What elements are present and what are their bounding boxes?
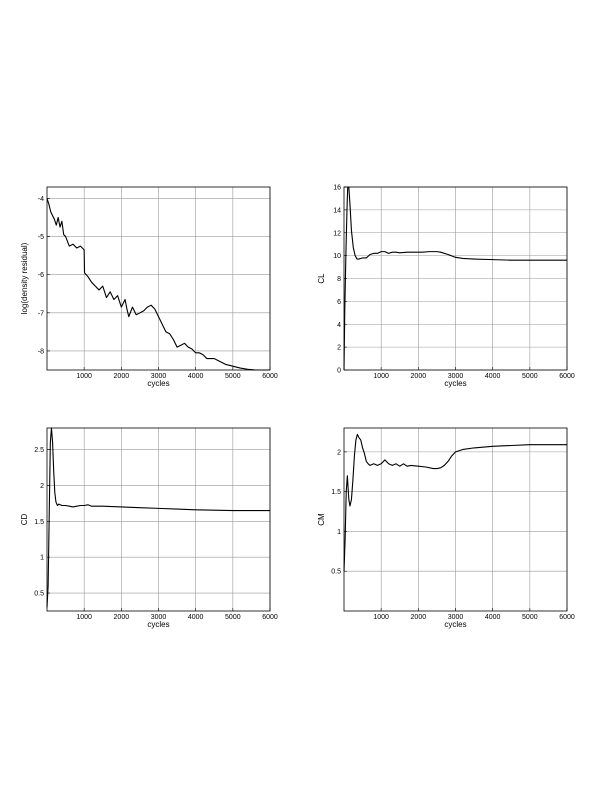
cm-x-tick-label: 3000 [448,614,464,621]
cm-x-tick-label: 1000 [373,614,389,621]
residual-x-tick-label: 3000 [151,373,167,380]
cl-x-tick-label: 3000 [448,373,464,380]
residual-plot-frame [46,186,271,371]
cl-x-tick-label: 6000 [559,373,575,380]
cm-x-axis-title: cycles [444,620,466,629]
cm-y-tick-label: 1.5 [331,489,341,496]
residual-chart: 1000 2000 3000 4000 5000 6000 -8 -7 -6 -5 -4 cycles… [20,186,278,388]
cd-x-tick-label: 2000 [114,614,130,621]
residual-x-tick-label: 5000 [225,373,241,380]
cl-series-line [343,186,567,371]
cl-x-tick-label: 1000 [373,373,389,380]
cl-y-tick-label: 16 [333,185,341,192]
cd-series-line [46,427,270,608]
cm-y-tick-label: 1 [337,529,341,536]
cd-x-tick-label: 3000 [151,614,167,621]
cd-x-tick-label: 6000 [262,614,278,621]
residual-x-tick-label: 6000 [262,373,278,380]
cd-x-axis-title: cycles [147,620,169,629]
cl-y-tick-label: 8 [337,276,341,283]
cd-y-tick-label: 2.5 [34,447,44,454]
cm-y-tick-label: 0.5 [331,569,341,576]
cl-chart: 1000 2000 3000 4000 5000 6000 0 2 4 6 8 10 12 14 16 cyc… [317,185,575,389]
cl-y-axis-title: CL [317,273,326,284]
cl-y-tick-label: 2 [337,345,341,352]
residual-y-axis-title: log(density residual) [20,242,29,314]
cl-x-axis-title: cycles [444,379,466,388]
cl-y-tick-label: 14 [333,207,341,214]
cl-x-tick-label: 5000 [522,373,538,380]
residual-y-tick-label: -4 [38,196,44,203]
cm-x-tick-label: 4000 [485,614,501,621]
cl-x-tick-label: 2000 [411,373,427,380]
cm-y-tick-label: 2 [337,449,341,456]
cd-y-tick-label: 0.5 [34,591,44,598]
cl-y-tick-label: 10 [333,253,341,260]
residual-x-tick-label: 1000 [76,373,92,380]
cm-x-tick-label: 6000 [559,614,575,621]
cl-y-tick-label: 0 [337,368,341,375]
residual-x-tick-label: 4000 [188,373,204,380]
residual-x-tick-label: 2000 [114,373,130,380]
cd-plot-frame [46,427,271,612]
cd-x-tick-label: 5000 [225,614,241,621]
residual-x-axis-title: cycles [147,379,169,388]
residual-y-tick-label: -7 [38,310,44,317]
cd-y-axis-title: CD [20,514,29,526]
cd-x-tick-label: 1000 [76,614,92,621]
cm-x-tick-label: 2000 [411,614,427,621]
cl-y-tick-label: 6 [337,299,341,306]
cl-plot-frame [343,186,568,371]
cm-x-tick-label: 5000 [522,614,538,621]
cm-plot-frame [343,427,568,612]
residual-y-tick-label: -5 [38,234,44,241]
cd-chart: 1000 2000 3000 4000 5000 6000 0.5 1 1.5 2 2.5 cycle… [20,427,278,629]
cm-y-axis-title: CM [317,513,326,526]
cd-y-tick-label: 1.5 [34,519,44,526]
cl-x-tick-label: 4000 [485,373,501,380]
cl-y-tick-label: 4 [337,322,341,329]
cd-y-tick-label: 2 [40,483,44,490]
residual-y-tick-label: -8 [38,348,44,355]
residual-y-tick-label: -6 [38,272,44,279]
cl-y-tick-label: 12 [333,230,341,237]
residual-series-line [46,198,270,371]
cd-x-tick-label: 4000 [188,614,204,621]
cd-y-tick-label: 1 [40,555,44,562]
cm-chart: 1000 2000 3000 4000 5000 6000 0.5 1 1.5 2 cycles CM [317,427,575,629]
cm-series-line [343,433,567,572]
